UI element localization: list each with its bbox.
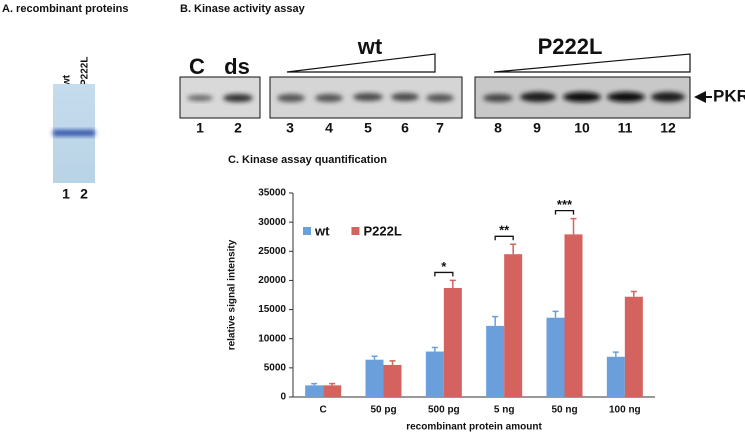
lane-label: P222L xyxy=(80,57,91,86)
lane-number: 5 xyxy=(364,120,372,136)
y-tick-label: 0 xyxy=(280,392,286,403)
error-bar xyxy=(630,290,637,297)
group-label: wt xyxy=(357,34,383,59)
bar xyxy=(383,364,402,397)
gel xyxy=(179,76,261,119)
bar xyxy=(323,385,342,397)
bar xyxy=(486,325,505,397)
y-tick-label: 20000 xyxy=(258,275,286,286)
legend-label: wt xyxy=(314,223,330,238)
lane-number: 11 xyxy=(618,120,633,136)
error-bar xyxy=(311,382,318,386)
error-bar xyxy=(552,310,559,318)
y-tick-label: 15000 xyxy=(258,304,286,315)
significance-bracket xyxy=(434,271,454,277)
gel-band xyxy=(53,130,95,136)
gel xyxy=(269,76,463,119)
x-tick-label: 100 ng xyxy=(609,405,641,416)
x-tick-label: 500 pg xyxy=(428,405,460,416)
bar xyxy=(443,288,462,397)
bar xyxy=(624,296,643,397)
x-tick-label: 50 pg xyxy=(370,405,396,416)
lane-label: wt xyxy=(62,74,73,87)
bar xyxy=(606,356,625,397)
bar xyxy=(305,385,324,397)
bar xyxy=(504,254,523,397)
x-tick-label: C xyxy=(320,405,327,416)
plot: 0 5000 10000 15000 20000 25000 30000 35000 C 50 p… xyxy=(258,188,655,416)
lane-number: 10 xyxy=(574,120,590,136)
lane-number: 1 xyxy=(196,120,204,136)
arrow-head xyxy=(694,91,706,103)
lane-number: 9 xyxy=(533,120,541,136)
y-axis-label: relative signal intensity xyxy=(227,239,238,350)
significance-label: *** xyxy=(557,197,573,212)
gel xyxy=(474,76,691,119)
error-bar xyxy=(329,382,336,386)
bar xyxy=(365,359,384,397)
legend-swatch xyxy=(303,227,311,235)
error-bar xyxy=(389,360,396,365)
error-bar xyxy=(449,279,456,289)
significance-label: * xyxy=(441,259,447,274)
legend-swatch xyxy=(351,227,360,235)
lane-numbers: 1 2 3 4 5 6 7 8 9 10 11 12 xyxy=(196,120,676,136)
bar xyxy=(564,234,583,397)
error-bar xyxy=(510,243,517,255)
lane-number: 8 xyxy=(494,120,502,136)
y-tick-label: 30000 xyxy=(258,217,286,228)
significance-bracket xyxy=(494,235,514,241)
bar xyxy=(546,317,565,397)
significance-bracket xyxy=(554,209,575,215)
error-bar xyxy=(371,355,378,360)
legend-label: P222L xyxy=(363,223,401,238)
significance-label: ** xyxy=(499,223,510,238)
lane-number: 7 xyxy=(436,120,444,136)
lane-number: 2 xyxy=(80,186,88,202)
error-bar xyxy=(570,217,577,235)
y-tick-label: 25000 xyxy=(258,246,286,257)
x-tick-label: 50 ng xyxy=(551,405,577,416)
error-bar xyxy=(492,315,499,326)
x-axis-label: recombinant protein amount xyxy=(406,422,542,433)
group-label: P222L xyxy=(538,34,603,59)
chart-title: C. Kinase assay quantification xyxy=(228,154,387,166)
lane-label: ds xyxy=(224,54,250,79)
panel-title: B. Kinase activity assay xyxy=(180,3,306,15)
lane-number: 6 xyxy=(401,120,409,136)
target-label: PKR xyxy=(713,86,745,105)
bar xyxy=(425,351,444,397)
error-bar xyxy=(612,351,619,357)
y-tick-label: 5000 xyxy=(264,362,287,373)
y-tick-label: 35000 xyxy=(258,188,286,199)
error-bar xyxy=(431,346,438,352)
lane-label: C xyxy=(189,54,205,79)
wedge xyxy=(493,53,691,73)
x-tick-label: 5 ng xyxy=(494,405,515,416)
panel-title: A. recombinant proteins xyxy=(2,3,129,15)
wedge xyxy=(286,53,436,73)
lane-number: 4 xyxy=(325,120,333,136)
lane-number: 2 xyxy=(234,120,242,136)
lane-number: 3 xyxy=(286,120,294,136)
y-tick-label: 10000 xyxy=(258,333,286,344)
lane-number: 12 xyxy=(660,120,676,136)
lane-number: 1 xyxy=(62,186,70,202)
